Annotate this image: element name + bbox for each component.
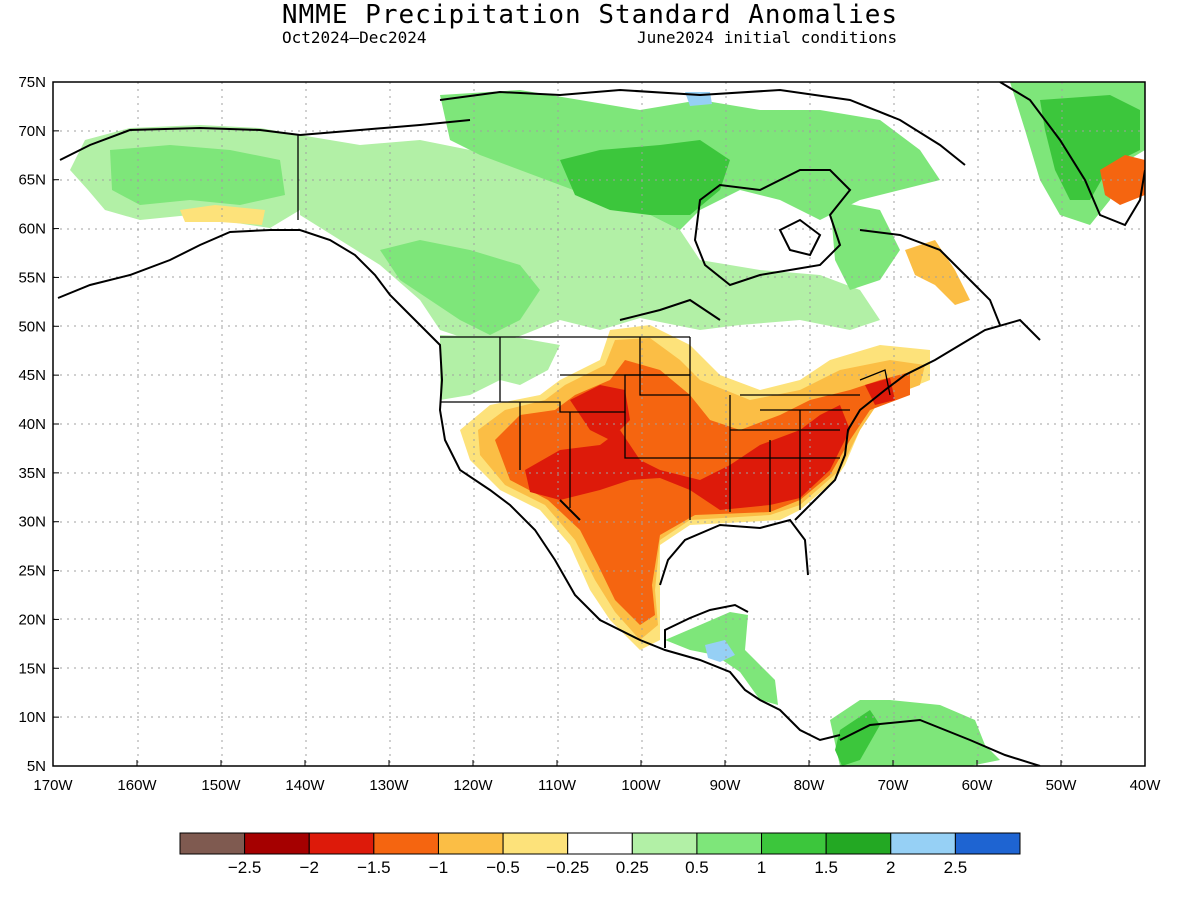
longitude-label: 80W xyxy=(794,777,826,794)
longitude-label: 110W xyxy=(538,777,577,794)
longitude-label: 100W xyxy=(621,777,661,794)
longitude-label: 150W xyxy=(201,777,241,794)
longitude-label: 90W xyxy=(710,777,742,794)
graticule xyxy=(53,82,1145,766)
colorbar-label: 0.5 xyxy=(685,858,709,877)
dry-area-maritimes xyxy=(905,240,970,305)
wet-area-labrador xyxy=(830,200,900,290)
colorbar-label: −0.25 xyxy=(546,858,589,877)
latitude-label: 60N xyxy=(18,221,46,238)
colorbar-label: 2.5 xyxy=(944,858,968,877)
latitude-labels: 75N 70N 65N 60N 55N 50N 45N 40N 35N 30N 25N 20N 15N 1… xyxy=(18,74,59,775)
state-borders xyxy=(297,135,891,520)
colorbar-swatch xyxy=(696,832,763,855)
longitude-label: 170W xyxy=(33,777,73,794)
longitude-label: 60W xyxy=(962,777,994,794)
wet-area-hudson xyxy=(560,140,730,215)
latitude-label: 25N xyxy=(18,563,46,580)
colorbar-swatch xyxy=(179,832,246,855)
colorbar-swatch xyxy=(567,832,633,855)
colorbar-label: 1.5 xyxy=(814,858,838,877)
colorbar-swatch xyxy=(954,832,1021,855)
longitude-label: 120W xyxy=(453,777,493,794)
colorbar-swatch xyxy=(373,832,439,855)
dry-area-greenland xyxy=(1100,155,1145,205)
longitude-label: 50W xyxy=(1046,777,1078,794)
map-title: NMME Precipitation Standard Anomalies xyxy=(281,0,899,30)
colorbar-label: 0.25 xyxy=(616,858,649,877)
latitude-label: 10N xyxy=(18,709,46,726)
longitude-label: 70W xyxy=(878,777,910,794)
latitude-label: 65N xyxy=(18,172,46,189)
latitude-label: 20N xyxy=(18,611,46,628)
colorbar-label: −1.5 xyxy=(357,858,391,877)
colorbar-label: 2 xyxy=(886,858,895,877)
latitude-label: 75N xyxy=(18,74,46,91)
initial-conditions: June2024 initial conditions xyxy=(637,28,898,47)
dry-strong-area xyxy=(525,405,850,510)
colorbar-label: −1 xyxy=(429,858,448,877)
colorbar-swatch xyxy=(437,832,504,855)
colorbar-label: −2.5 xyxy=(228,858,262,877)
very-wet-spot-guatemala xyxy=(705,640,735,662)
wet-area-greenland-core xyxy=(1040,95,1140,200)
colorbar-swatch xyxy=(308,832,375,855)
latitude-label: 40N xyxy=(18,416,46,433)
wet-area-alaska-core xyxy=(110,145,285,205)
latitude-label: 5N xyxy=(27,758,46,775)
latitude-label: 35N xyxy=(18,465,46,482)
longitude-label: 160W xyxy=(117,777,157,794)
colorbar-swatch xyxy=(244,832,310,855)
colorbar-labels: −2.5 −2 −1.5 −1 −0.5 −0.25 0.25 0.5 1 1.5 2 2.5 xyxy=(228,858,967,877)
colorbar-swatch xyxy=(761,832,827,855)
colorbar-swatch xyxy=(631,832,698,855)
longitude-labels: 170W 160W 150W 140W 130W 120W 110W 100W 90W 80W 70… xyxy=(33,760,1161,794)
colorbar-swatch xyxy=(502,832,569,855)
forecast-period: Oct2024–Dec2024 xyxy=(282,28,427,47)
latitude-label: 55N xyxy=(18,269,46,286)
colorbar xyxy=(179,832,1021,855)
longitude-label: 130W xyxy=(369,777,409,794)
latitude-label: 15N xyxy=(18,660,46,677)
latitude-label: 45N xyxy=(18,367,46,384)
colorbar-swatch xyxy=(825,832,892,855)
colorbar-swatch xyxy=(890,832,956,855)
latitude-label: 30N xyxy=(18,514,46,531)
coastlines xyxy=(57,82,1145,766)
colorbar-label: −0.5 xyxy=(486,858,520,877)
longitude-label: 40W xyxy=(1130,777,1162,794)
colorbar-label: 1 xyxy=(757,858,766,877)
wet-area-bc xyxy=(380,240,540,335)
latitude-label: 50N xyxy=(18,318,46,335)
colorbar-label: −2 xyxy=(300,858,319,877)
latitude-label: 70N xyxy=(18,123,46,140)
wet-area-south-america-core xyxy=(835,710,880,766)
longitude-label: 140W xyxy=(285,777,325,794)
